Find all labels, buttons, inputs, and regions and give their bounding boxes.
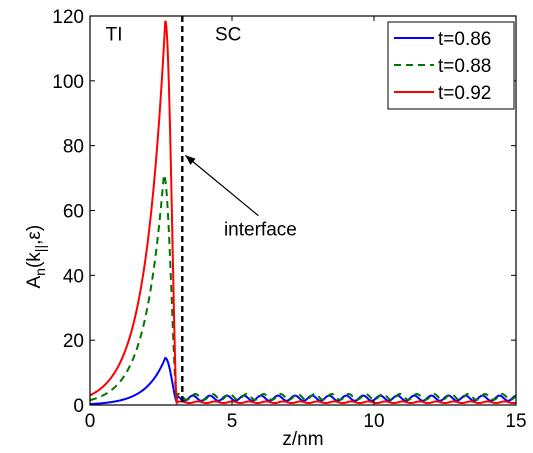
series-line [89, 20, 517, 405]
y-tick-label: 20 [63, 331, 84, 352]
ticks-layer: 0 5 10 15 0 20 40 60 80 100 120 [52, 7, 526, 432]
y-axis-label-paren: (k [24, 252, 45, 268]
x-axis-label: z/nm [282, 429, 323, 450]
x-tick-label: 10 [363, 411, 384, 432]
region-label-ti: TI [106, 24, 123, 45]
legend-entry-label: t=0.92 [438, 83, 491, 104]
y-tick-label: 0 [73, 396, 84, 417]
legend: t=0.86 t=0.88 t=0.92 [387, 21, 515, 110]
legend-entry-label: t=0.88 [438, 56, 491, 77]
y-tick-label: 80 [63, 137, 84, 158]
y-axis-label: An(k||,ε) [24, 225, 48, 289]
legend-entry-label: t=0.86 [438, 29, 491, 50]
y-axis-label-sub-n: n [32, 268, 48, 276]
y-axis-label-rest: ,ε) [24, 225, 45, 245]
x-tick-label: 5 [227, 411, 238, 432]
y-axis-label-main: A [24, 276, 45, 289]
interface-annotation-text: interface [224, 220, 297, 241]
y-tick-label: 100 [52, 72, 84, 93]
interface-arrow-shaft [184, 154, 259, 217]
series-layer [89, 20, 517, 406]
x-tick-label: 0 [85, 411, 96, 432]
interface-layer [181, 16, 259, 405]
x-tick-label: 15 [505, 411, 526, 432]
y-tick-label: 60 [63, 202, 84, 223]
y-tick-label: 40 [63, 266, 84, 287]
y-tick-label: 120 [52, 7, 84, 28]
region-label-sc: SC [215, 24, 241, 45]
y-axis-label-sub-parallel: || [32, 245, 48, 252]
interface-arrow-head [185, 155, 196, 165]
series-line [89, 172, 517, 402]
